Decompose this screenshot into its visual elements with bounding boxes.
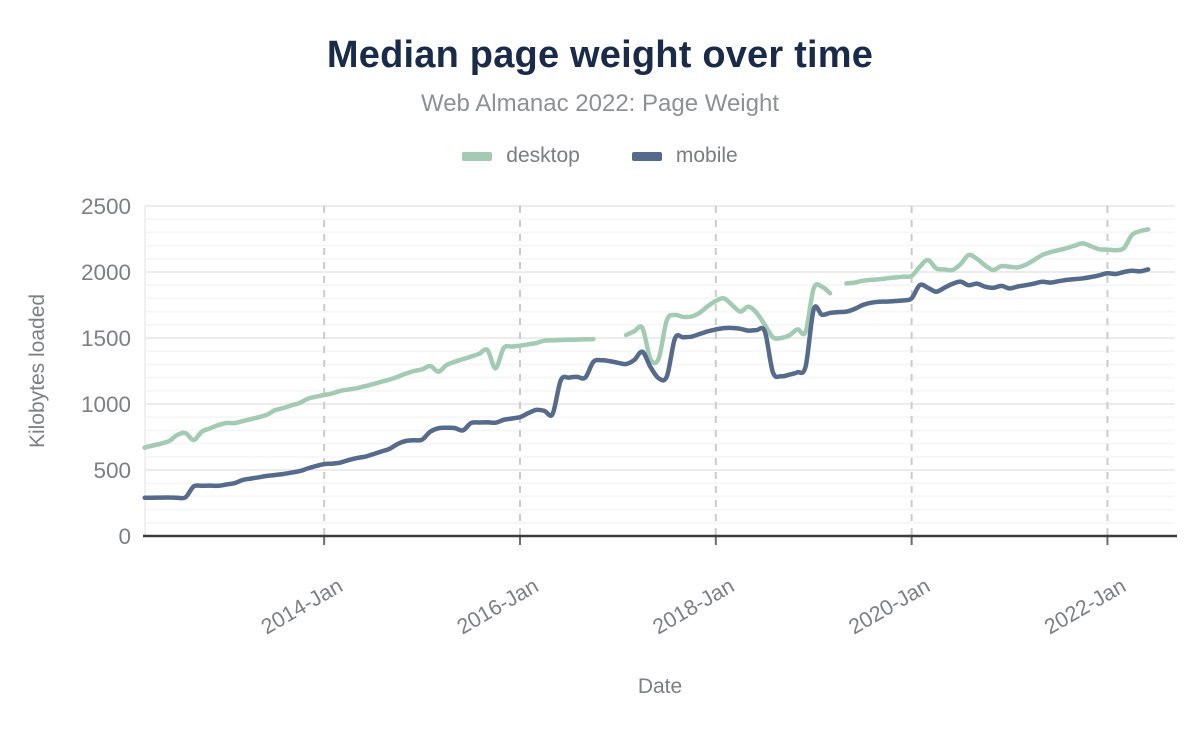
desktop-swatch-icon <box>462 151 493 161</box>
x-tick-label: 2020-Jan <box>844 574 934 640</box>
series-mobile-line <box>142 267 1151 501</box>
grid-major <box>145 205 1175 471</box>
series-desktop-line <box>142 227 1151 450</box>
y-tick-label: 500 <box>93 458 131 483</box>
grid-minor <box>145 218 1175 524</box>
legend: desktop mobile <box>0 144 1200 168</box>
x-tick-labels: 2014-Jan 2016-Jan 2018-Jan 2020-Jan 2022-Jan <box>257 574 1130 640</box>
y-axis-title: Kilobytes loaded <box>26 293 49 449</box>
y-tick-label: 0 <box>118 524 131 549</box>
y-tick-label: 2000 <box>81 260 131 285</box>
x-tick-marks <box>323 536 1109 545</box>
y-tick-label: 1000 <box>81 392 131 417</box>
legend-item-mobile: mobile <box>631 144 738 168</box>
x-tick-label: 2018-Jan <box>649 574 739 640</box>
mobile-swatch-icon <box>631 151 662 161</box>
y-tick-label: 1500 <box>81 326 131 351</box>
legend-item-desktop: desktop <box>462 144 580 168</box>
x-tick-label: 2014-Jan <box>257 574 347 640</box>
x-axis-title: Date <box>637 675 683 698</box>
chart-subtitle: Web Almanac 2022: Page Weight <box>420 90 779 117</box>
legend-label-mobile: mobile <box>675 144 738 167</box>
y-tick-labels: 0 500 1000 1500 2000 2500 <box>81 194 131 549</box>
legend-label-desktop: desktop <box>506 144 580 167</box>
x-tick-label: 2016-Jan <box>453 574 543 640</box>
y-tick-label: 2500 <box>81 194 131 219</box>
chart-title: Median page weight over time <box>326 34 874 76</box>
x-tick-label: 2022-Jan <box>1040 574 1130 640</box>
